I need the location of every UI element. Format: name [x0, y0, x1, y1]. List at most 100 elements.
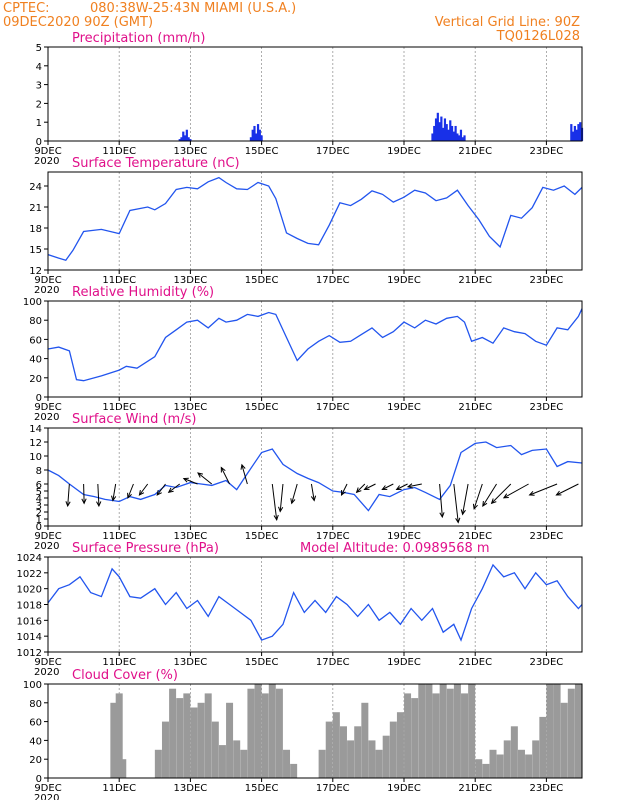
panel-humidity: 9DEC 11DEC 13DEC 15DEC 17DEC 19DEC 21DEC 23DEC 2…: [23, 285, 583, 423]
precip-bar: [434, 118, 438, 141]
panel-title: Precipitation (mm/h): [72, 31, 205, 46]
y-tick-label: 1016: [17, 616, 42, 627]
x-tick-label: 13DEC: [174, 657, 208, 668]
cloud-bar: [211, 721, 219, 778]
wind-vector-head: [156, 490, 162, 496]
cloud-bar: [539, 716, 547, 778]
x-axis-stub-label: 2020: [34, 156, 59, 167]
plot-frame: [47, 556, 583, 653]
x-tick-label: 17DEC: [316, 275, 350, 286]
precip-bar: [185, 129, 188, 141]
cloud-bar: [190, 707, 198, 778]
header-run-code: TQ0126L028: [496, 29, 580, 44]
precip-bar: [183, 135, 187, 141]
y-tick-label: 0: [36, 522, 42, 533]
precip-bar: [249, 137, 253, 141]
wind-vector: [220, 467, 231, 485]
cloud-bar: [368, 740, 376, 778]
y-tick-label: 3: [36, 501, 42, 512]
x-tick-label: 23DEC: [530, 402, 564, 413]
cloud-bar: [183, 693, 191, 778]
x-tick-label: 13DEC: [174, 275, 208, 286]
x-tick-label: 23DEC: [530, 275, 564, 286]
x-tick-label: 17DEC: [316, 657, 350, 668]
x-tick-label: 19DEC: [387, 657, 421, 668]
precip-bar: [260, 135, 263, 141]
cloud-bar: [268, 684, 276, 778]
x-tick-label: 23DEC: [530, 531, 564, 542]
y-tick-label: 1018: [17, 601, 42, 612]
cloud-bar: [261, 693, 269, 778]
x-tick-label: 9DEC: [34, 657, 61, 668]
y-tick-label: 2: [36, 99, 42, 110]
precip-bar: [431, 133, 434, 141]
wind-vector: [112, 483, 117, 501]
y-tick-label: 1024: [17, 553, 42, 564]
humidity-line: [47, 308, 583, 382]
x-tick-label: 21DEC: [458, 146, 492, 157]
x-tick-label: 13DEC: [174, 783, 208, 794]
plot-frame: [47, 46, 583, 142]
x-tick-label: 17DEC: [316, 531, 350, 542]
wind-vector: [482, 483, 497, 507]
x-tick-label: 15DEC: [245, 657, 279, 668]
header-location: 080:38W-25:43N MIAMI (U.S.A.): [90, 1, 296, 16]
cloud-bar: [517, 749, 525, 778]
x-axis-stub-label: 2020: [34, 285, 59, 296]
x-tick-label: 11DEC: [102, 275, 136, 286]
x-tick-label: 21DEC: [458, 657, 492, 668]
wind-vector: [183, 478, 198, 485]
y-tick-label: 80: [29, 699, 42, 710]
header-datetime: 09DEC2020 90Z (GMT): [3, 15, 153, 30]
precip-bar: [456, 133, 459, 141]
y-tick-label: 1014: [17, 632, 42, 643]
x-tick-label: 9DEC: [34, 146, 61, 157]
wind-vector: [503, 483, 529, 499]
y-tick-label: 24: [29, 182, 42, 193]
cloud-bar: [574, 684, 582, 778]
cloud-bar: [567, 688, 575, 778]
wind-vector: [67, 483, 70, 507]
panel-title: Surface Temperature (nC): [72, 156, 240, 171]
wind-vector-head: [127, 492, 132, 499]
precip-bar: [178, 139, 181, 141]
wind-vector-head: [340, 489, 346, 497]
x-tick-label: 17DEC: [316, 783, 350, 794]
wind-vector: [241, 464, 248, 485]
cloud-bar: [482, 763, 490, 778]
x-tick-label: 21DEC: [458, 783, 492, 794]
y-tick-label: 0: [36, 137, 42, 148]
precip-bar: [182, 131, 185, 141]
precip-bar: [570, 124, 573, 141]
cloud-bar: [532, 740, 540, 778]
cloud-bar: [389, 721, 397, 778]
panel-wind: 9DEC 11DEC 13DEC 15DEC 17DEC 19DEC 21DEC 23DEC 2…: [29, 412, 583, 552]
precip-bar: [461, 137, 464, 141]
wind-vector: [279, 483, 284, 512]
cloud-bar: [325, 721, 333, 778]
cloud-bar: [354, 726, 362, 778]
cloud-bar: [347, 740, 355, 778]
x-tick-label: 13DEC: [174, 402, 208, 413]
wind-vector: [473, 483, 483, 509]
cloud-bar: [375, 749, 383, 778]
cloud-bar: [204, 693, 212, 778]
precip-bar: [440, 116, 443, 141]
wind-vector: [341, 483, 348, 496]
y-tick-label: 15: [29, 245, 42, 256]
cloud-bar: [446, 688, 454, 778]
wind-vector: [83, 483, 85, 504]
y-tick-label: 1: [36, 515, 42, 526]
x-tick-label: 11DEC: [102, 531, 136, 542]
y-tick-label: 80: [29, 316, 42, 327]
cloud-bar: [254, 684, 262, 778]
wind-vector-head: [460, 509, 466, 516]
x-tick-label: 21DEC: [458, 531, 492, 542]
precip-bar: [463, 135, 466, 141]
wind-vector-head: [502, 493, 509, 499]
y-tick-label: 40: [29, 736, 42, 747]
wind-vector-head: [65, 501, 71, 508]
x-tick-label: 15DEC: [245, 402, 279, 413]
precip-bar: [575, 129, 578, 141]
y-tick-label: 8: [36, 466, 42, 477]
